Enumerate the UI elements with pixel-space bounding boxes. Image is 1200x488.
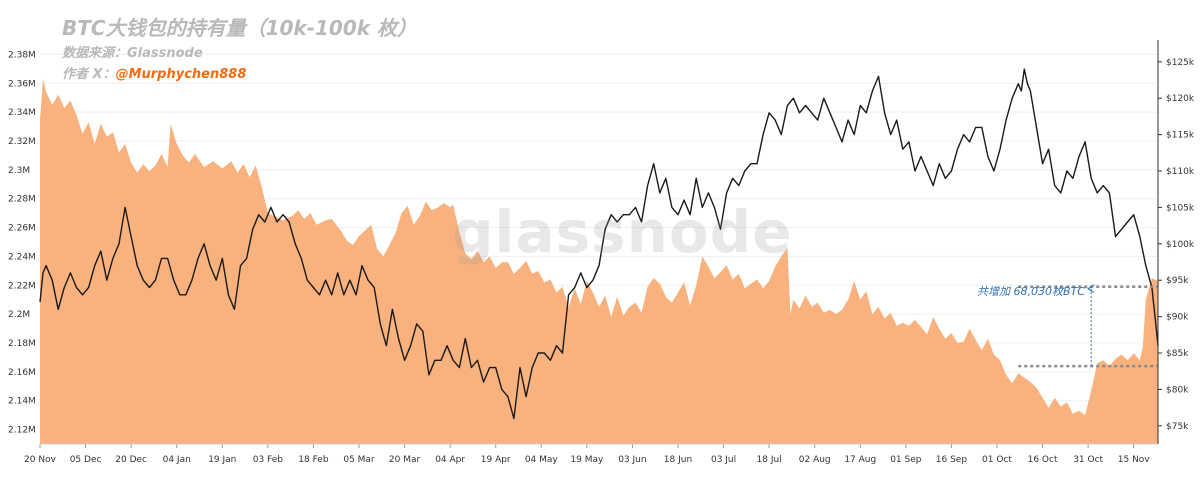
author-handle[interactable]: @Murphychen888 — [115, 67, 247, 82]
x-tick-label: 18 Feb — [298, 455, 329, 465]
y-left-tick-label: 2.34M — [8, 108, 36, 118]
x-tick-label: 18 Jul — [757, 455, 782, 465]
x-tick-label: 20 Nov — [24, 455, 57, 465]
x-tick-label: 01 Oct — [982, 455, 1012, 465]
y-left-tick-label: 2.28M — [8, 195, 36, 205]
y-right-tick-label: $120k — [1166, 94, 1195, 104]
y-right-tick-label: $105k — [1166, 203, 1195, 213]
x-tick-label: 20 Mar — [389, 455, 421, 465]
data-source: 数据来源：Glassnode — [62, 46, 203, 61]
x-tick-label: 16 Sep — [936, 455, 968, 465]
author-line: 作者 X：@Murphychen888 — [62, 63, 246, 82]
x-tick-label: 04 Jan — [163, 455, 191, 465]
tick-labels: 2.38M 2.36M 2.34M 2.32M 2.3M 2.28M 2.26M 2.24M 2… — [8, 50, 1195, 465]
y-left-tick-label: 2.22M — [8, 281, 36, 291]
x-tick-label: 01 Sep — [890, 455, 922, 465]
y-left-tick-label: 2.36M — [8, 79, 36, 89]
x-tick-label: 02 Aug — [799, 455, 831, 465]
y-right-tick-label: $85k — [1166, 349, 1189, 359]
x-tick-label: 04 Apr — [435, 455, 465, 465]
annotation-markers — [1018, 287, 1158, 368]
y-left-tick-label: 2.26M — [8, 224, 36, 234]
holdings-area-series — [40, 79, 1158, 444]
y-left-tick-label: 2.32M — [8, 137, 36, 147]
x-tick-label: 19 May — [570, 455, 604, 465]
y-right-tick-label: $115k — [1166, 131, 1195, 141]
x-tick-label: 20 Dec — [115, 455, 147, 465]
y-right-tick-label: $110k — [1166, 167, 1195, 177]
y-left-tick-label: 2.12M — [8, 426, 36, 436]
btc-price-line-series — [39, 68, 1159, 420]
y-right-tick-label: $95k — [1166, 276, 1189, 286]
x-tick-label: 05 Dec — [70, 455, 102, 465]
y-left-tick-label: 2.16M — [8, 368, 36, 378]
y-right-tick-label: $100k — [1166, 240, 1195, 250]
y-left-tick-label: 2.3M — [8, 166, 30, 176]
y-right-tick-label: $125k — [1166, 58, 1195, 68]
x-tick-label: 31 Oct — [1073, 455, 1103, 465]
y-left-tick-label: 2.24M — [8, 252, 36, 262]
x-tick-label: 03 Feb — [253, 455, 284, 465]
y-left-tick-label: 2.2M — [8, 310, 30, 320]
author-prefix: 作者 X： — [62, 67, 116, 82]
x-tick-label: 03 Jul — [711, 455, 736, 465]
x-tick-label: 16 Oct — [1028, 455, 1058, 465]
y-left-tick-label: 2.18M — [8, 339, 36, 349]
watermark: glassnode — [452, 198, 793, 266]
chart-title: BTC大钱包的持有量（10k-100k 枚） — [62, 16, 418, 40]
y-right-tick-label: $80k — [1166, 385, 1189, 395]
y-left-tick-label: 2.38M — [8, 50, 36, 60]
y-right-tick-label: $90k — [1166, 313, 1189, 323]
x-tick-label: 19 Jan — [208, 455, 236, 465]
increase-annotation: 共增加 68,030枚BTC — [977, 285, 1085, 298]
axes — [39, 40, 1162, 448]
x-tick-label: 03 Jun — [618, 455, 646, 465]
y-right-tick-label: $75k — [1166, 422, 1189, 432]
y-left-tick-label: 2.14M — [8, 397, 36, 407]
x-tick-label: 17 Aug — [844, 455, 876, 465]
x-tick-label: 18 Jun — [664, 455, 692, 465]
x-tick-label: 15 Nov — [1118, 455, 1151, 465]
x-tick-label: 04 May — [525, 455, 559, 465]
x-tick-label: 05 Mar — [343, 455, 375, 465]
x-tick-label: 19 Apr — [481, 455, 511, 465]
